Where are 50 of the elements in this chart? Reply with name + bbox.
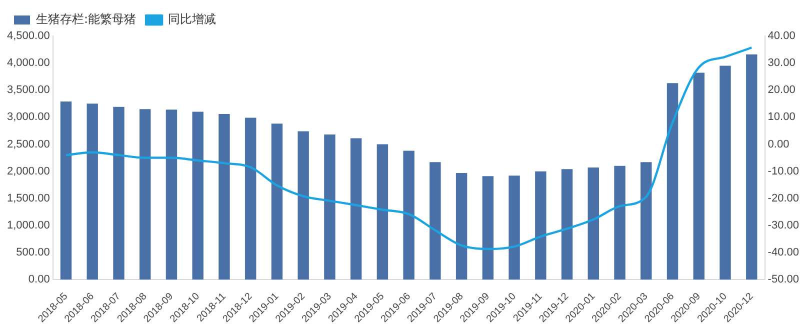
y2-tick-label: 30.00 — [768, 57, 796, 70]
y2-tick-label: 20.00 — [768, 84, 796, 96]
bar — [430, 162, 441, 280]
bar — [324, 134, 336, 280]
y2-tick-label: 0.00 — [768, 138, 790, 150]
y2-tick-label: 10.00 — [768, 111, 796, 124]
y-tick-label: 1,500.00 — [6, 192, 50, 204]
bar — [693, 72, 704, 280]
bar — [192, 112, 204, 280]
bar — [350, 138, 362, 280]
y2-tick-label: -50.00 — [768, 274, 800, 286]
legend-label: 同比增减 — [168, 12, 216, 26]
bar — [588, 168, 600, 280]
y2-tick-label: -10.00 — [768, 165, 800, 178]
bar — [561, 169, 573, 280]
y2-tick-label: -40.00 — [768, 246, 800, 259]
y-tick-label: 2,500.00 — [6, 138, 50, 150]
bar — [746, 54, 758, 280]
bar — [720, 66, 731, 280]
y-tick-label: 0.00 — [28, 274, 50, 286]
bar — [482, 176, 494, 280]
bar — [218, 114, 230, 280]
bar — [140, 109, 151, 280]
bar — [666, 83, 678, 280]
bar — [376, 144, 388, 280]
y2-tick-label: -30.00 — [768, 219, 800, 232]
bar — [298, 131, 309, 280]
y-tick-label: 2,000.00 — [6, 165, 50, 178]
y-tick-label: 4,000.00 — [6, 57, 50, 70]
legend-label: 生猪存栏:能繁母猪 — [36, 12, 136, 26]
y-tick-label: 4,500.00 — [6, 30, 50, 42]
bar — [508, 176, 520, 280]
y2-tick-label: 40.00 — [768, 30, 796, 42]
y-tick-label: 1,000.00 — [6, 219, 50, 232]
y-tick-label: 3,000.00 — [6, 111, 50, 124]
y2-tick-label: -20.00 — [768, 192, 800, 204]
bar — [640, 162, 652, 280]
bar — [456, 172, 468, 280]
line-series — [64, 46, 753, 250]
bar — [166, 110, 178, 280]
bar — [403, 150, 414, 280]
bar — [113, 106, 124, 280]
bar — [244, 118, 256, 280]
bar — [60, 101, 72, 280]
y-tick-label: 3,500.00 — [6, 84, 50, 96]
bar — [614, 166, 626, 280]
y-tick-label: 500.00 — [16, 246, 50, 259]
bar — [535, 171, 546, 280]
bar — [271, 124, 283, 280]
bar — [86, 104, 98, 280]
